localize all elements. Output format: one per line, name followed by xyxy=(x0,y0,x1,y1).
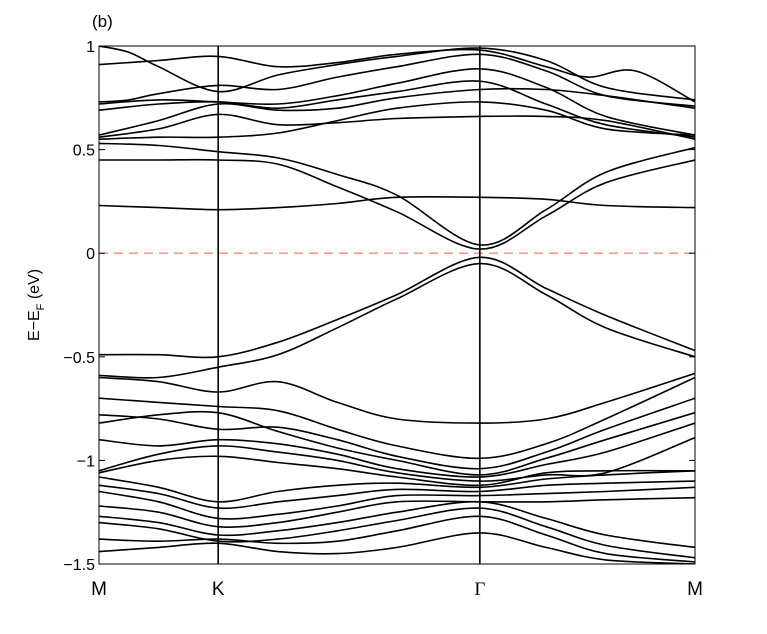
y-axis-label-subscript: F xyxy=(35,303,47,310)
band-line-2 xyxy=(99,48,695,103)
x-tick-label-4: M xyxy=(687,579,703,600)
band-line-28 xyxy=(99,532,695,564)
band-line-11 xyxy=(99,195,695,211)
y-axis-label-main: E−E xyxy=(26,310,43,341)
band-line-6 xyxy=(99,87,695,136)
band-line-9 xyxy=(99,142,695,246)
x-tick-label-2: K xyxy=(212,579,225,600)
band-line-14 xyxy=(99,372,695,424)
band-line-21 xyxy=(99,470,695,503)
plot-frame xyxy=(98,45,696,565)
band-line-15 xyxy=(99,376,695,460)
band-line-26 xyxy=(99,507,695,559)
band-line-24 xyxy=(99,496,695,528)
band-line-16 xyxy=(99,397,695,470)
panel-label: (b) xyxy=(92,12,113,31)
y-tick-label-6: −1.5 xyxy=(63,557,95,574)
y-tick-label-5: −1 xyxy=(77,453,95,470)
band-lines xyxy=(99,46,695,564)
band-line-25 xyxy=(99,500,695,549)
kpoint-divider-lines xyxy=(217,46,481,564)
band-line-13 xyxy=(99,262,695,379)
band-line-7 xyxy=(99,113,695,140)
y-tick-label-2: 0.5 xyxy=(73,143,95,160)
y-tick-label-4: −0.5 xyxy=(63,350,95,367)
x-tick-label-3: Γ xyxy=(474,579,485,600)
band-line-27 xyxy=(99,515,695,563)
band-line-22 xyxy=(99,480,695,510)
band-line-18 xyxy=(99,422,695,478)
y-axis-ticks: 1 0.5 0 −0.5 −1 −1.5 xyxy=(63,39,695,574)
y-tick-label-1: 1 xyxy=(86,39,95,56)
y-axis-label-unit: (eV) xyxy=(26,269,43,304)
band-line-23 xyxy=(99,486,695,520)
y-axis-label: E−EF (eV) xyxy=(26,269,47,341)
band-line-10 xyxy=(99,158,695,250)
band-line-3 xyxy=(99,53,695,107)
band-line-20 xyxy=(99,455,695,487)
band-line-8 xyxy=(99,101,695,140)
band-line-17 xyxy=(99,410,695,476)
x-tick-label-1: M xyxy=(91,579,107,600)
band-line-4 xyxy=(99,67,695,136)
band-line-1 xyxy=(99,46,695,101)
y-tick-label-3: 0 xyxy=(86,246,95,263)
band-line-12 xyxy=(99,256,695,359)
